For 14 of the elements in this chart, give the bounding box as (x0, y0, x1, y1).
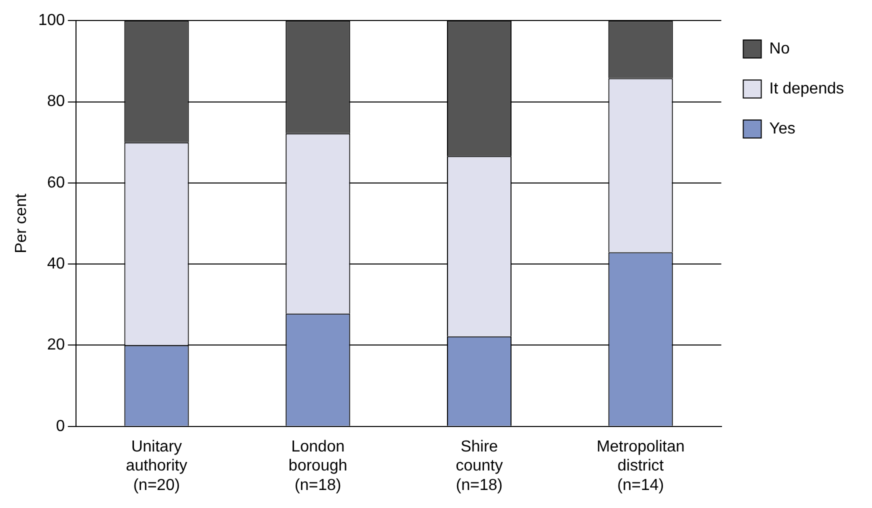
x-tick-label: Unitary authority (n=20) (126, 438, 188, 494)
y-tick-label: 60 (47, 174, 65, 192)
x-tick-label: Metropolitan district (n=14) (596, 438, 685, 494)
x-tick-label: Shire county (n=18) (456, 438, 503, 494)
legend-label: It depends (769, 80, 844, 98)
y-tick-label: 20 (47, 336, 65, 354)
legend-label: Yes (769, 120, 796, 138)
y-tick-label: 100 (38, 12, 65, 30)
y-axis-title: Per cent (13, 193, 30, 254)
legend-label: No (769, 40, 790, 58)
y-tick-label: 40 (47, 255, 65, 272)
y-tick-label: 80 (47, 93, 65, 110)
x-tick-label: London borough (n=18) (288, 438, 348, 494)
y-tick-label: 0 (56, 418, 65, 435)
